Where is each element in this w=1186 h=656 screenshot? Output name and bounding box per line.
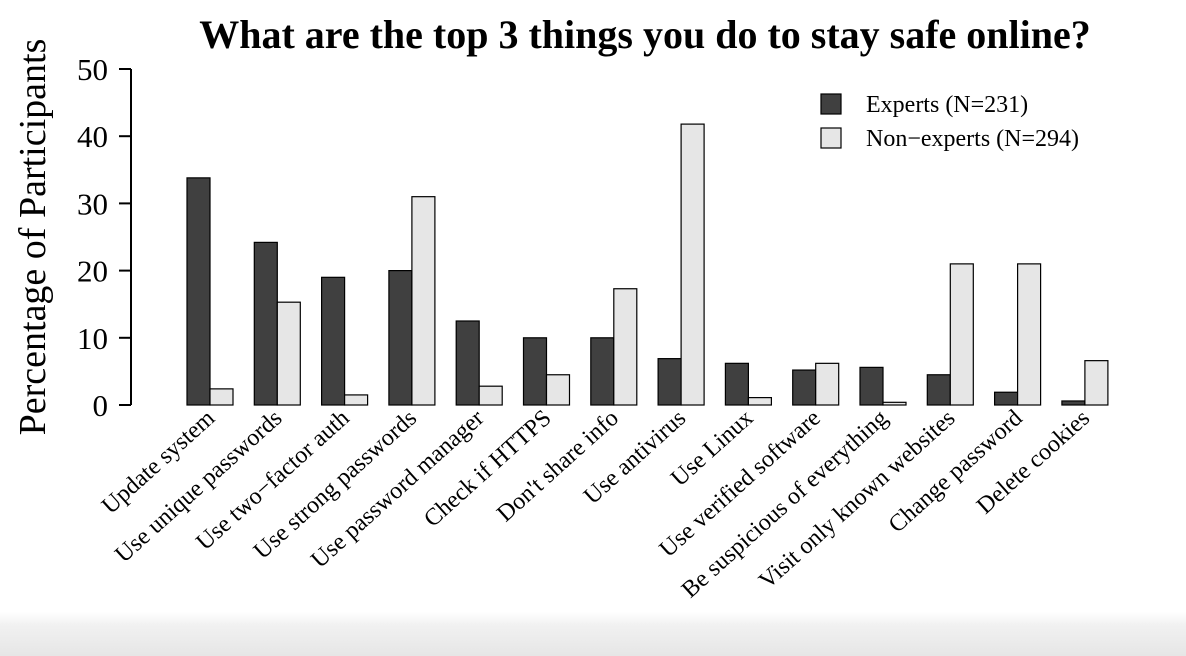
bar-non-experts: [613, 288, 638, 406]
bar-experts: [455, 320, 480, 406]
bar-non-experts: [1084, 360, 1109, 406]
legend-swatch: [820, 127, 842, 149]
bar-non-experts: [1016, 263, 1042, 406]
bar-experts: [388, 270, 413, 406]
x-tick-label: Don't share info: [492, 405, 624, 527]
y-tick-label: 0: [93, 388, 109, 423]
legend-label: Experts (N=231): [866, 92, 1028, 118]
bars: [186, 123, 1109, 406]
bar-non-experts: [545, 374, 571, 406]
bar-experts: [321, 276, 346, 406]
bar-experts: [590, 337, 615, 406]
x-tick-label: Update system: [97, 405, 220, 520]
bar-experts: [522, 337, 548, 406]
bar-non-experts: [411, 196, 436, 406]
bar-non-experts: [478, 385, 503, 406]
bar-non-experts: [949, 263, 974, 406]
legend-label: Non−experts (N=294): [866, 126, 1079, 152]
bar-experts: [657, 358, 682, 406]
bar-non-experts: [276, 301, 301, 406]
y-tick-label: 10: [77, 321, 108, 356]
y-axis-label: Percentage of Participants: [12, 39, 54, 436]
bar-non-experts: [344, 394, 369, 406]
bar-non-experts: [680, 123, 705, 406]
bar-experts: [792, 369, 817, 406]
bar-non-experts: [882, 401, 907, 406]
bar-experts: [859, 366, 884, 406]
legend: Experts (N=231) Non−experts (N=294): [820, 92, 1079, 152]
y-tick-label: 40: [77, 119, 108, 154]
bar-experts: [1061, 400, 1086, 406]
y-tick-label: 20: [77, 254, 108, 289]
bar-experts: [186, 177, 211, 406]
y-tick-label: 30: [77, 186, 108, 221]
bar-experts: [253, 241, 278, 406]
bar-experts: [993, 391, 1019, 406]
bar-non-experts: [747, 397, 773, 406]
chart-title: What are the top 3 things you do to stay…: [199, 12, 1091, 57]
y-axis: 0 10 20 30 40 50: [77, 52, 132, 423]
y-tick-label: 50: [77, 52, 108, 87]
bar-experts: [926, 374, 951, 406]
bar-experts: [724, 362, 750, 406]
bar-non-experts: [209, 388, 234, 406]
legend-swatch: [820, 93, 842, 115]
bar-non-experts: [815, 362, 840, 406]
